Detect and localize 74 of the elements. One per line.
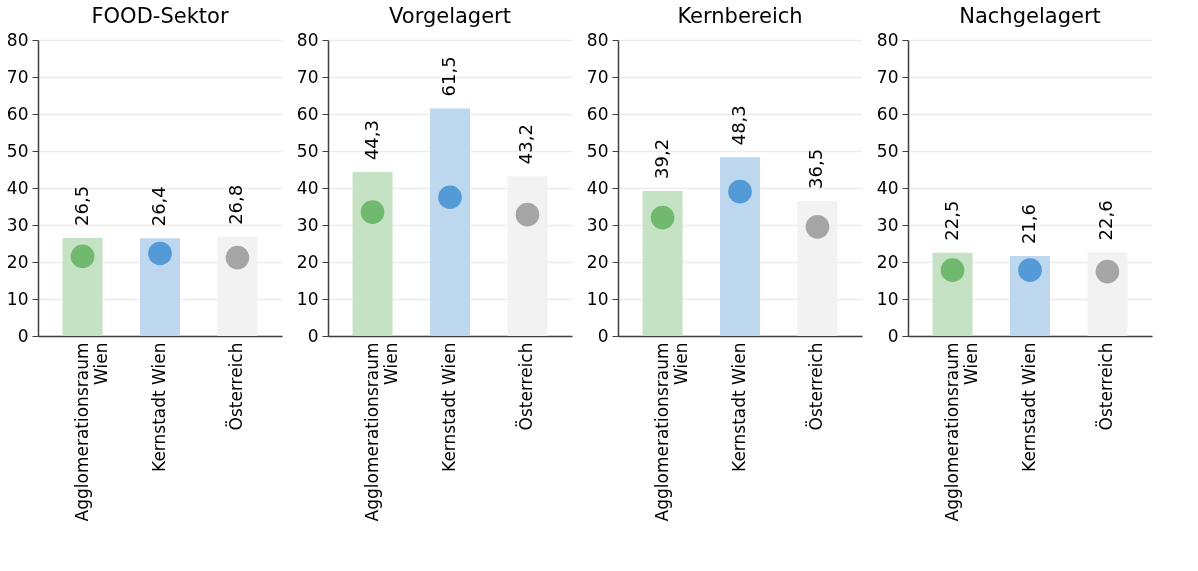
y-tick-label: 70 — [586, 66, 609, 87]
bar — [642, 190, 683, 336]
y-tick-label: 30 — [586, 214, 609, 235]
y-tick-label: 20 — [6, 251, 29, 272]
y-tick-label: 10 — [876, 288, 899, 309]
y-tick-label: 0 — [887, 325, 899, 346]
y-tick-label: 70 — [6, 66, 29, 87]
y-tick-label: 20 — [586, 251, 609, 272]
y-tick-label: 0 — [17, 325, 29, 346]
point — [360, 200, 385, 224]
x-tick-label: Österreich — [515, 342, 537, 431]
y-tick-label: 50 — [876, 140, 899, 161]
y-tick-label: 10 — [586, 288, 609, 309]
data-label: 26,4 — [148, 186, 169, 227]
y-tick-label: 40 — [586, 177, 609, 198]
y-tick-label: 20 — [296, 251, 319, 272]
point — [805, 215, 830, 239]
bar — [430, 108, 470, 336]
x-tick-label: Agglomerationsraum Wien — [941, 342, 981, 522]
x-tick-label: Agglomerationsraum Wien — [361, 342, 401, 522]
y-tick-label: 60 — [586, 103, 609, 124]
x-tick-label: Österreich — [225, 342, 247, 431]
y-tick-label: 70 — [296, 66, 319, 87]
y-tick-label: 60 — [296, 103, 319, 124]
y-tick-label: 80 — [876, 29, 899, 50]
data-label: 26,8 — [225, 184, 247, 225]
data-label: 36,5 — [805, 148, 827, 189]
y-tick-label: 60 — [876, 103, 899, 124]
y-tick-label: 80 — [586, 29, 609, 50]
chart-title: Vorgelagert — [389, 4, 511, 28]
x-tick-label: Österreich — [805, 342, 827, 431]
y-tick-label: 30 — [876, 214, 899, 235]
y-tick-label: 0 — [597, 325, 609, 346]
y-tick-label: 40 — [6, 177, 29, 198]
data-label: 43,2 — [515, 124, 537, 165]
y-tick-label: 10 — [6, 288, 29, 309]
y-tick-label: 70 — [876, 66, 899, 87]
x-tick-label: Agglomerationsraum Wien — [651, 342, 691, 522]
x-tick-label: Österreich — [1095, 342, 1117, 431]
y-tick-label: 40 — [296, 177, 319, 198]
data-label: 61,5 — [438, 56, 459, 97]
chart-title: FOOD-Sektor — [91, 4, 229, 28]
y-tick-label: 50 — [6, 140, 29, 161]
bar — [720, 157, 760, 336]
bar — [352, 172, 393, 336]
x-tick-label: Kernstadt Wien — [1019, 342, 1039, 472]
y-tick-label: 60 — [6, 103, 29, 124]
x-tick-label: Kernstadt Wien — [149, 342, 169, 472]
x-tick-label: Kernstadt Wien — [729, 342, 749, 472]
point — [650, 205, 675, 230]
data-label: 39,2 — [650, 138, 672, 179]
y-tick-label: 20 — [876, 251, 899, 272]
y-tick-label: 0 — [307, 325, 319, 346]
chart-title: Nachgelagert — [959, 4, 1101, 28]
point — [515, 202, 540, 227]
point — [438, 185, 462, 210]
y-tick-label: 80 — [6, 29, 29, 50]
y-tick-label: 30 — [6, 214, 29, 235]
x-tick-label: Kernstadt Wien — [439, 342, 459, 472]
data-label: 22,6 — [1095, 200, 1117, 241]
y-tick-label: 10 — [296, 288, 319, 309]
chart-title: Kernbereich — [677, 4, 803, 28]
data-label: 26,5 — [70, 185, 92, 226]
data-label: 48,3 — [728, 105, 749, 146]
y-tick-label: 50 — [586, 140, 609, 161]
data-label: 44,3 — [360, 120, 382, 161]
x-tick-label: Agglomerationsraum Wien — [71, 342, 111, 522]
y-tick-label: 50 — [296, 140, 319, 161]
data-label: 22,5 — [940, 200, 962, 241]
y-tick-label: 40 — [876, 177, 899, 198]
data-label: 21,6 — [1018, 204, 1039, 245]
point — [728, 179, 752, 204]
y-tick-label: 30 — [296, 214, 319, 235]
y-tick-label: 80 — [296, 29, 319, 50]
